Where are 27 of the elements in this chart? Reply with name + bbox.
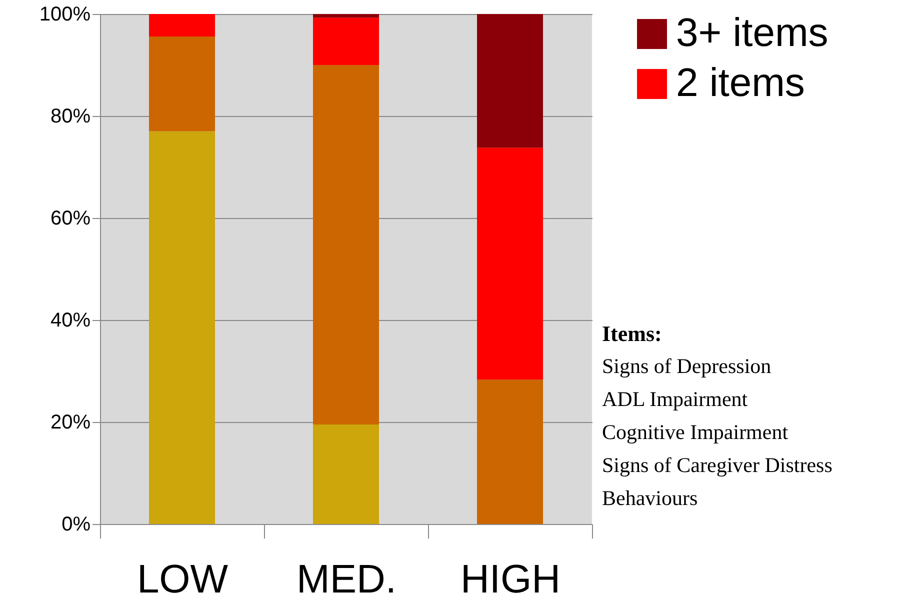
text: Signs of Caregiver Distress <box>602 453 832 477</box>
bar <box>313 18 379 65</box>
y-tick-label: 40% <box>50 310 91 332</box>
bar <box>149 14 215 36</box>
x-tick-label: MED. <box>296 558 396 601</box>
y-tick-label: 20% <box>50 412 91 434</box>
text: Behaviours <box>602 486 698 510</box>
y-tick-label: 100% <box>39 4 91 26</box>
y-tick-label: 0% <box>62 514 91 536</box>
legend-label: 2 items <box>676 61 805 105</box>
y-tick-label: 80% <box>50 106 91 128</box>
bar <box>313 65 379 425</box>
bar <box>313 424 379 524</box>
text: Items: <box>602 321 662 346</box>
text: Cognitive Impairment <box>602 420 788 444</box>
bar <box>477 148 543 380</box>
x-tick-label: LOW <box>136 558 228 601</box>
bar <box>313 14 379 18</box>
bar <box>149 131 215 524</box>
bar <box>477 380 543 524</box>
bar <box>149 36 215 132</box>
legend-label: 3+ items <box>676 11 828 55</box>
x-tick-label: HIGH <box>460 558 560 601</box>
text: ADL Impairment <box>602 387 748 411</box>
y-tick-label: 60% <box>50 208 91 230</box>
bar <box>477 14 543 148</box>
text: Signs of Depression <box>602 354 772 378</box>
